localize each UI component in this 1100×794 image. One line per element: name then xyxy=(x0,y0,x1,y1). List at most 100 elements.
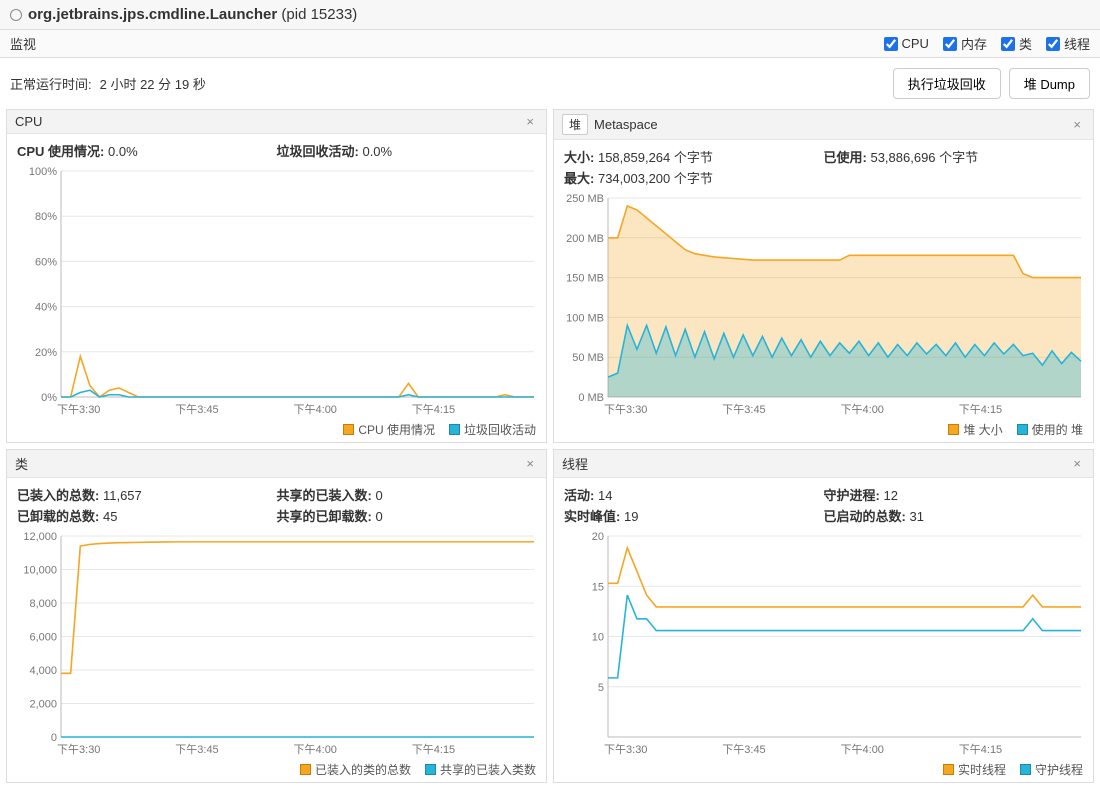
cpu-panel-close-icon[interactable]: × xyxy=(522,114,538,129)
svg-text:下午3:30: 下午3:30 xyxy=(604,743,647,756)
class-stat2-label: 共享的已装入数: xyxy=(277,488,372,503)
heap-legend1: 堆 大小 xyxy=(963,421,1002,438)
svg-text:下午4:15: 下午4:15 xyxy=(412,403,455,416)
svg-text:6,000: 6,000 xyxy=(29,632,57,644)
heap-tab-button[interactable]: 堆 xyxy=(562,114,588,135)
svg-text:下午4:15: 下午4:15 xyxy=(959,743,1002,756)
legend-swatch-blue xyxy=(425,764,436,775)
thread-stat3-label: 实时峰值: xyxy=(564,509,620,524)
class-stat1-label: 已装入的总数: xyxy=(17,488,99,503)
legend-swatch-orange xyxy=(943,764,954,775)
svg-text:15: 15 xyxy=(592,581,604,593)
svg-text:4,000: 4,000 xyxy=(29,665,57,677)
svg-text:下午4:00: 下午4:00 xyxy=(841,743,884,756)
checkbox-classes[interactable]: 类 xyxy=(1001,34,1032,53)
heap-stat1-value: 158,859,264 个字节 xyxy=(598,150,713,165)
heap-stat3-value: 734,003,200 个字节 xyxy=(598,171,713,186)
checkbox-cpu-label: CPU xyxy=(902,36,929,51)
svg-text:12,000: 12,000 xyxy=(23,531,57,543)
checkbox-threads-input[interactable] xyxy=(1046,37,1060,51)
checkbox-memory[interactable]: 内存 xyxy=(943,34,987,53)
svg-text:10: 10 xyxy=(592,632,604,644)
checkbox-classes-input[interactable] xyxy=(1001,37,1015,51)
cpu-stat2-label: 垃圾回收活动: xyxy=(277,144,359,159)
class-stat2-value: 0 xyxy=(375,488,382,503)
thread-chart: 5101520下午3:30下午3:45下午4:00下午4:15 xyxy=(560,530,1087,757)
svg-text:100 MB: 100 MB xyxy=(566,312,604,324)
svg-text:下午4:15: 下午4:15 xyxy=(412,743,455,756)
svg-text:下午3:45: 下午3:45 xyxy=(175,743,218,756)
cpu-legend2: 垃圾回收活动 xyxy=(464,421,536,438)
svg-text:20%: 20% xyxy=(35,347,57,359)
legend-swatch-blue xyxy=(449,424,460,435)
checkbox-classes-label: 类 xyxy=(1019,34,1032,53)
thread-stat2-value: 12 xyxy=(883,488,897,503)
svg-text:下午4:00: 下午4:00 xyxy=(841,403,884,416)
svg-text:下午4:00: 下午4:00 xyxy=(294,743,337,756)
class-chart: 02,0004,0006,0008,00010,00012,000下午3:30下… xyxy=(13,530,540,757)
svg-text:150 MB: 150 MB xyxy=(566,273,604,285)
heap-panel: 堆 Metaspace × 大小: 158,859,264 个字节 已使用: 5… xyxy=(553,109,1094,443)
thread-panel-close-icon[interactable]: × xyxy=(1069,456,1085,471)
svg-text:200 MB: 200 MB xyxy=(566,233,604,245)
title-process: org.jetbrains.jps.cmdline.Launcher xyxy=(28,6,277,23)
checkbox-memory-input[interactable] xyxy=(943,37,957,51)
thread-stat1-label: 活动: xyxy=(564,488,594,503)
checkbox-threads[interactable]: 线程 xyxy=(1046,34,1090,53)
cpu-legend1: CPU 使用情况 xyxy=(358,421,435,438)
class-panel-close-icon[interactable]: × xyxy=(522,456,538,471)
heap-stat2-value: 53,886,696 个字节 xyxy=(870,150,978,165)
svg-text:下午3:30: 下午3:30 xyxy=(57,743,100,756)
class-stat4-value: 0 xyxy=(375,509,382,524)
class-legend1: 已装入的类的总数 xyxy=(315,761,411,778)
cpu-stat1-value: 0.0% xyxy=(108,144,138,159)
thread-panel-title: 线程 xyxy=(562,454,588,473)
svg-text:40%: 40% xyxy=(35,302,57,314)
uptime-label: 正常运行时间: xyxy=(10,74,92,93)
svg-text:50 MB: 50 MB xyxy=(572,352,604,364)
svg-text:5: 5 xyxy=(598,682,604,694)
heap-panel-close-icon[interactable]: × xyxy=(1069,117,1085,132)
toolbar: 监视 CPU 内存 类 线程 xyxy=(0,30,1100,58)
checkbox-memory-label: 内存 xyxy=(961,34,987,53)
thread-stat4-value: 31 xyxy=(909,509,923,524)
svg-text:下午4:00: 下午4:00 xyxy=(294,403,337,416)
class-stat1-value: 11,657 xyxy=(103,488,142,503)
svg-text:下午3:45: 下午3:45 xyxy=(175,403,218,416)
heap-dump-button[interactable]: 堆 Dump xyxy=(1009,68,1090,99)
svg-text:0%: 0% xyxy=(41,392,57,404)
thread-legend2: 守护线程 xyxy=(1035,761,1083,778)
thread-stat4-label: 已启动的总数: xyxy=(824,509,906,524)
svg-text:2,000: 2,000 xyxy=(29,699,57,711)
svg-text:0 MB: 0 MB xyxy=(578,392,604,404)
heap-stat1-label: 大小: xyxy=(564,150,594,165)
title-pid: (pid 15233) xyxy=(281,6,357,23)
legend-swatch-blue xyxy=(1017,424,1028,435)
legend-swatch-orange xyxy=(343,424,354,435)
class-stat3-value: 45 xyxy=(103,509,117,524)
heap-chart: 0 MB 50 MB 100 MB 150 MB 200 MB 250 MB 下午3:30 下… xyxy=(560,192,1087,417)
overview-label: 监视 xyxy=(10,34,36,53)
class-panel: 类 × 已装入的总数: 11,657 共享的已装入数: 0 已卸载的总数: 45… xyxy=(6,449,547,783)
gc-button[interactable]: 执行垃圾回收 xyxy=(893,68,1001,99)
class-stat3-label: 已卸载的总数: xyxy=(17,509,99,524)
svg-text:250 MB: 250 MB xyxy=(566,193,604,205)
cpu-stat2-value: 0.0% xyxy=(362,144,392,159)
svg-text:60%: 60% xyxy=(35,256,57,268)
svg-text:下午4:15: 下午4:15 xyxy=(959,403,1002,416)
status-bar: 正常运行时间: 2 小时 22 分 19 秒 执行垃圾回收 堆 Dump xyxy=(0,58,1100,109)
cpu-stat1-label: CPU 使用情况: xyxy=(17,144,104,159)
checkbox-cpu-input[interactable] xyxy=(884,37,898,51)
thread-stat2-label: 守护进程: xyxy=(824,488,880,503)
cpu-panel-title: CPU xyxy=(15,114,42,129)
svg-text:80%: 80% xyxy=(35,211,57,223)
svg-text:8,000: 8,000 xyxy=(29,598,57,610)
svg-text:下午3:30: 下午3:30 xyxy=(604,403,647,416)
heap-panel-title: Metaspace xyxy=(594,117,658,132)
checkbox-threads-label: 线程 xyxy=(1064,34,1090,53)
checkbox-cpu[interactable]: CPU xyxy=(884,36,929,51)
heap-legend2: 使用的 堆 xyxy=(1032,421,1083,438)
cpu-chart: 0%20%40%60%80%100%下午3:30下午3:45下午4:00下午4:… xyxy=(13,165,540,417)
thread-legend1: 实时线程 xyxy=(958,761,1006,778)
thread-stat3-value: 19 xyxy=(624,509,638,524)
